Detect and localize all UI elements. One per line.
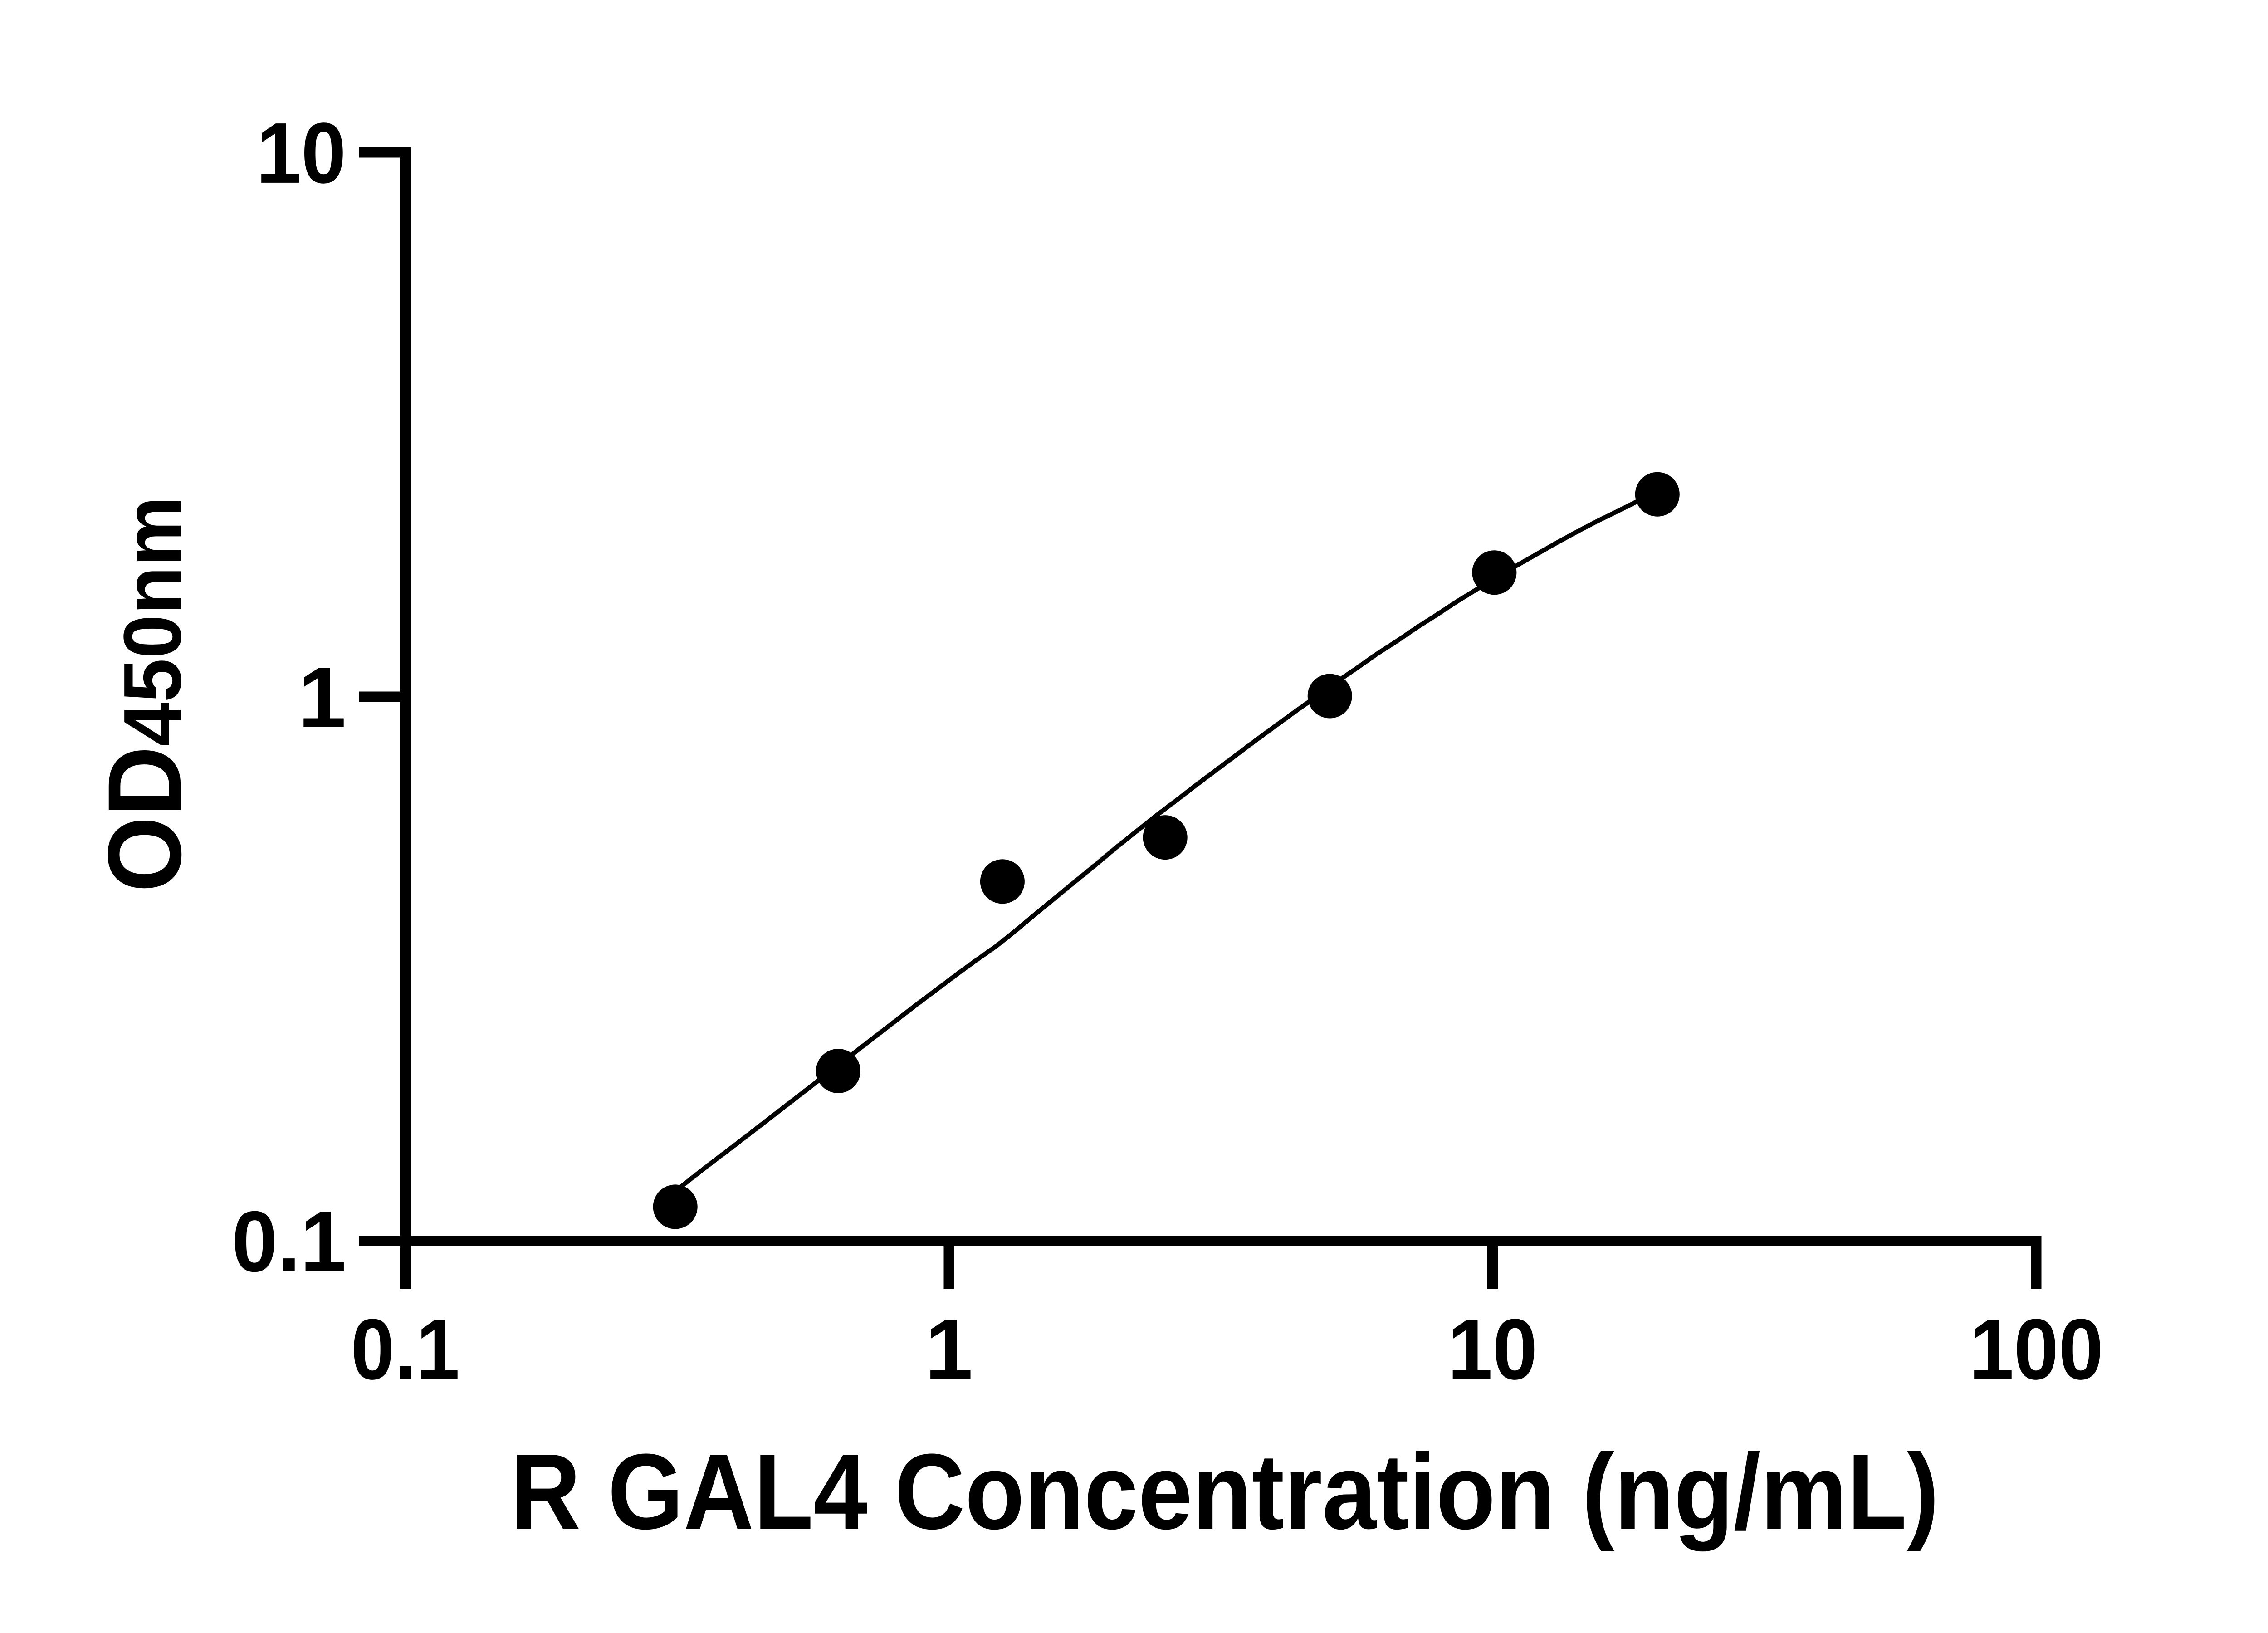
svg-text:0.1: 0.1 [351, 1301, 460, 1398]
svg-text:100: 100 [1969, 1301, 2103, 1398]
svg-text:10: 10 [256, 105, 346, 201]
svg-text:R GAL4 Concentration (ng/mL): R GAL4 Concentration (ng/mL) [510, 1432, 1939, 1552]
svg-text:450nm: 450nm [107, 496, 198, 746]
svg-text:1: 1 [925, 1301, 973, 1398]
svg-text:OD: OD [86, 746, 203, 892]
svg-text:10: 10 [1448, 1301, 1538, 1398]
svg-text:1: 1 [298, 650, 346, 746]
svg-text:0.1: 0.1 [232, 1193, 346, 1290]
